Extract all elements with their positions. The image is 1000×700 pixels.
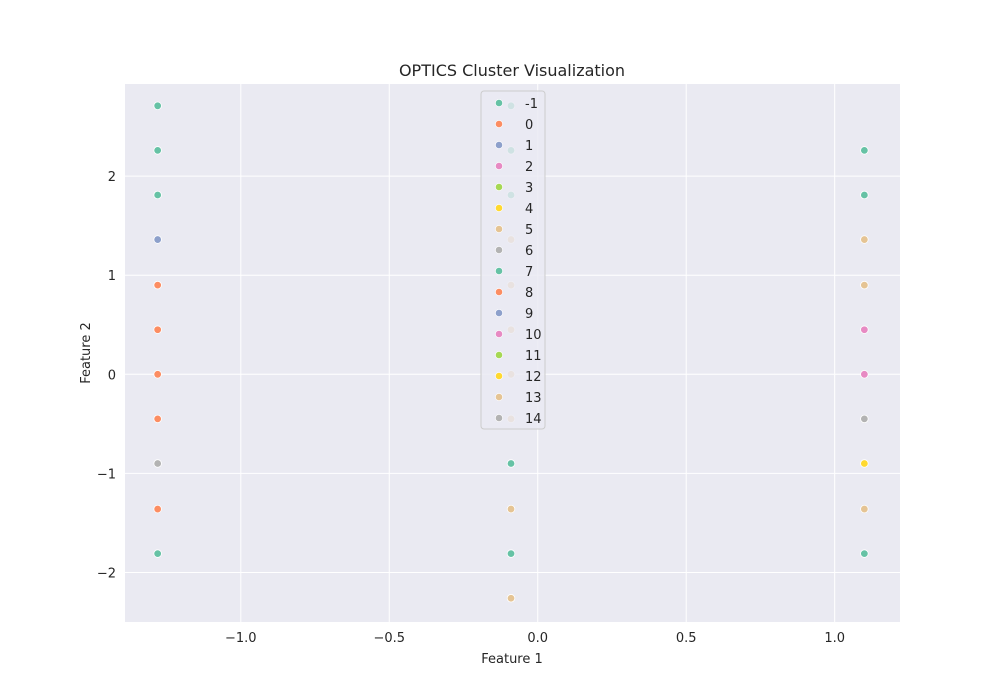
data-point-cluster-7	[506, 549, 516, 558]
data-point-cluster-13	[860, 235, 869, 244]
legend-marker	[495, 183, 503, 191]
y-axis-label: Feature 2	[79, 322, 94, 384]
legend-label: 14	[525, 412, 542, 427]
y-tick-label: 0	[108, 368, 116, 383]
legend-label: 10	[525, 328, 542, 343]
data-point-cluster-12	[860, 459, 869, 468]
legend-marker	[495, 414, 503, 422]
data-point-cluster-7	[153, 549, 162, 558]
legend-label: 6	[525, 244, 533, 259]
data-point-cluster-8	[153, 504, 162, 514]
legend-label: 1	[525, 139, 533, 154]
legend-label: 7	[525, 265, 533, 280]
legend-marker	[495, 99, 503, 107]
legend-marker	[495, 309, 503, 317]
data-point-cluster-10	[860, 325, 869, 334]
data-point-cluster-0	[153, 414, 162, 424]
legend-label: 13	[525, 391, 542, 406]
data-point-cluster-0	[153, 370, 162, 379]
data-point-cluster--1	[153, 146, 162, 155]
data-point-cluster-6	[153, 459, 162, 468]
legend-marker	[495, 372, 503, 380]
legend-marker	[495, 162, 503, 170]
chart-title: OPTICS Cluster Visualization	[399, 61, 625, 80]
data-point-cluster-10	[860, 370, 869, 379]
legend-marker	[495, 225, 503, 233]
x-tick-label: −0.5	[373, 631, 405, 646]
data-point-cluster--1	[860, 146, 869, 155]
legend-label: 3	[525, 181, 533, 196]
data-point-cluster-13	[506, 504, 516, 514]
legend-label: 5	[525, 223, 533, 238]
legend-label: 12	[525, 370, 542, 385]
legend-label: 4	[525, 202, 533, 217]
legend-marker	[495, 330, 503, 338]
x-tick-label: 0.0	[527, 631, 548, 646]
data-point-cluster--1	[860, 190, 869, 200]
y-tick-labels: −2 −1 0 1 2	[97, 170, 116, 581]
data-point-cluster-0	[153, 280, 162, 290]
x-tick-label: 1.0	[824, 631, 845, 646]
data-point-cluster--1	[153, 190, 162, 200]
legend-marker	[495, 246, 503, 254]
x-tick-labels: −1.0 −0.5 0.0 0.5 1.0	[225, 631, 845, 646]
legend-label: 11	[525, 349, 542, 364]
legend-marker	[495, 393, 503, 401]
legend-label: 9	[525, 307, 533, 322]
legend-marker	[495, 288, 503, 296]
legend-marker	[495, 141, 503, 149]
legend-label: 2	[525, 160, 533, 175]
x-tick-label: 0.5	[676, 631, 697, 646]
data-point-cluster-14	[860, 414, 869, 424]
legend-label: 8	[525, 286, 533, 301]
x-axis-label: Feature 1	[481, 652, 543, 667]
y-tick-label: −2	[97, 566, 116, 581]
y-tick-label: −1	[97, 467, 116, 482]
data-point-cluster-13	[860, 504, 869, 514]
legend-label: 0	[525, 118, 533, 133]
x-tick-label: −1.0	[225, 631, 257, 646]
y-tick-label: 2	[108, 170, 116, 185]
data-point-cluster-13	[860, 280, 869, 290]
data-point-cluster-13	[506, 594, 516, 603]
data-point-cluster-1	[153, 235, 162, 244]
legend-marker	[495, 267, 503, 275]
legend-marker	[495, 120, 503, 128]
legend-marker	[495, 204, 503, 212]
data-point-cluster--1	[153, 101, 162, 110]
data-point-cluster-7	[506, 459, 516, 468]
data-point-cluster-0	[153, 325, 162, 334]
legend-label: -1	[525, 97, 538, 112]
legend-box	[480, 90, 546, 430]
data-point-cluster-7	[860, 549, 869, 558]
y-tick-label: 1	[108, 269, 116, 284]
legend-marker	[495, 351, 503, 359]
